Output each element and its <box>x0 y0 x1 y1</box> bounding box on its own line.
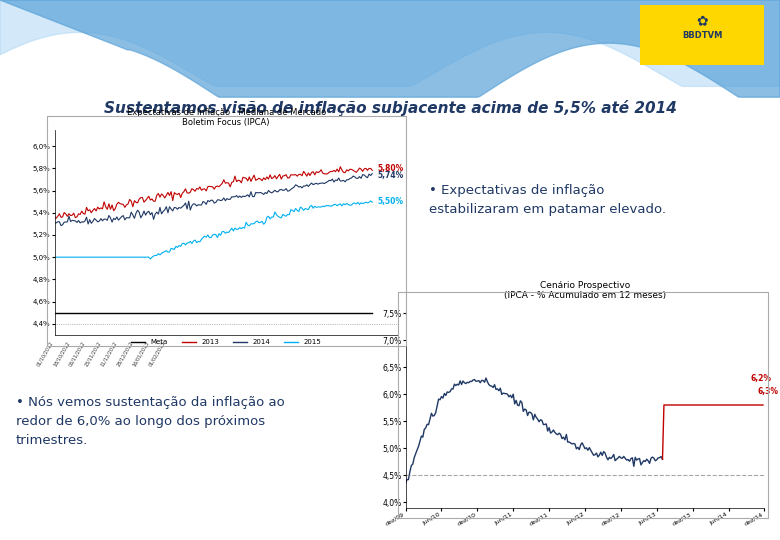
2015 <box>62 254 72 260</box>
2013 <box>335 164 345 170</box>
Text: Sustentamos visão de inflação subjacente acima de 5,5% até 2014: Sustentamos visão de inflação subjacente… <box>104 100 676 116</box>
2014 <box>50 220 59 226</box>
2015 <box>342 200 352 207</box>
2015 <box>146 255 155 262</box>
Polygon shape <box>0 0 780 86</box>
Text: 5,80%: 5,80% <box>377 164 403 173</box>
2015 <box>69 254 79 260</box>
Text: 11/12/2012: 11/12/2012 <box>100 340 119 367</box>
Text: 5,50%: 5,50% <box>377 197 403 206</box>
Meta <box>134 309 144 316</box>
2015 <box>109 254 119 260</box>
Meta <box>367 309 377 316</box>
2013 <box>355 165 364 171</box>
Meta <box>352 309 361 316</box>
Text: 18/10/2012: 18/10/2012 <box>52 340 70 367</box>
2013 <box>136 194 146 201</box>
Meta <box>109 309 119 316</box>
2014 <box>56 222 66 229</box>
Text: 6,2%: 6,2% <box>750 374 771 382</box>
2014 <box>367 171 377 177</box>
Text: 06/11/2012: 06/11/2012 <box>68 340 87 367</box>
Text: 23/11/2012: 23/11/2012 <box>84 340 102 367</box>
2013 <box>50 214 59 220</box>
Text: 01/10/2012: 01/10/2012 <box>36 340 55 367</box>
2014 <box>71 218 80 224</box>
2015 <box>134 254 144 260</box>
2013 <box>51 215 61 221</box>
Text: • Nós vemos sustentação da inflação ao
redor de 6,0% ao longo dos próximos
trime: • Nós vemos sustentação da inflação ao r… <box>16 396 285 447</box>
Title: Cenário Prospectivo
(IPCA - % Acumulado em 12 meses): Cenário Prospectivo (IPCA - % Acumulado … <box>504 281 666 300</box>
2013 <box>111 205 120 212</box>
2013 <box>344 167 353 174</box>
Meta <box>50 309 59 316</box>
2013 <box>64 211 73 217</box>
2014 <box>64 213 73 219</box>
Text: • Expectativas de inflação
estabilizaram em patamar elevado.: • Expectativas de inflação estabilizaram… <box>429 184 666 216</box>
Text: 28/12/2012: 28/12/2012 <box>116 340 134 367</box>
Text: ✿: ✿ <box>697 15 707 29</box>
Text: BBDTVM: BBDTVM <box>682 31 722 39</box>
Line: 2014: 2014 <box>55 174 372 226</box>
2014 <box>111 217 120 223</box>
Text: 5,74%: 5,74% <box>377 171 403 180</box>
Title: Expectativas de Inflação - Mediana de Mercado
Boletim Focus (IPCA): Expectativas de Inflação - Mediana de Me… <box>126 108 326 127</box>
2013 <box>367 167 377 173</box>
2014 <box>342 177 352 183</box>
2015 <box>353 199 363 206</box>
Meta <box>62 309 72 316</box>
Text: 6,3%: 6,3% <box>757 387 778 396</box>
2014 <box>136 214 146 221</box>
Text: 01/02/2013: 01/02/2013 <box>148 340 166 367</box>
Legend: Meta, 2013, 2014, 2015: Meta, 2013, 2014, 2015 <box>129 336 324 348</box>
FancyBboxPatch shape <box>640 5 764 65</box>
Meta <box>340 309 349 316</box>
2014 <box>353 175 363 181</box>
2015 <box>50 254 59 260</box>
Line: 2015: 2015 <box>55 201 372 259</box>
2013 <box>71 214 80 221</box>
2015 <box>367 199 377 205</box>
2015 <box>366 198 375 204</box>
Polygon shape <box>0 0 780 97</box>
Line: 2013: 2013 <box>55 167 372 218</box>
Meta <box>69 309 79 316</box>
Text: 16/01/2013: 16/01/2013 <box>132 340 151 367</box>
